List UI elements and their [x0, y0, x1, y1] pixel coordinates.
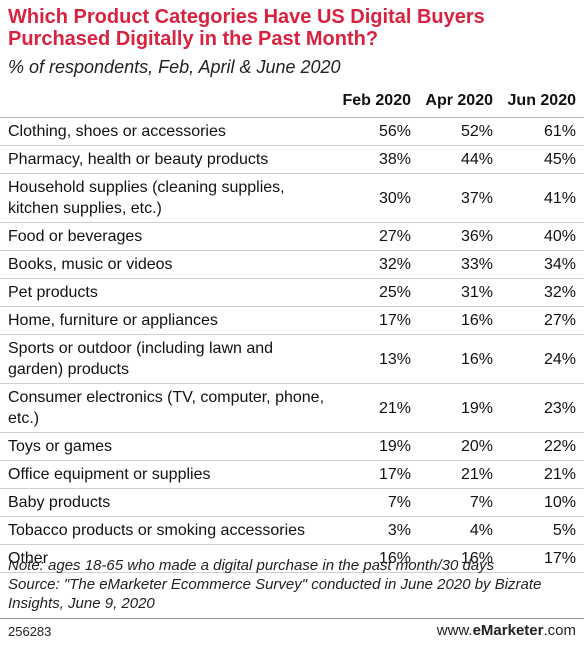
table-row: Toys or games 19% 20% 22%	[0, 432, 584, 461]
note-text: Note: ages 18-65 who made a digital purc…	[8, 557, 495, 574]
row-value-cell: 52%	[418, 117, 501, 146]
source-text: Source: "The eMarketer Ecommerce Survey"…	[8, 576, 542, 612]
table-row: Books, music or videos 32% 33% 34%	[0, 250, 584, 279]
column-header-jun-2020: Jun 2020	[501, 86, 584, 118]
row-value-cell: 38%	[336, 145, 419, 174]
row-category-label: Toys or games	[0, 432, 336, 461]
table-row: Pet products 25% 31% 32%	[0, 278, 584, 307]
row-value-cell: 32%	[501, 278, 584, 307]
row-category-label: Books, music or videos	[0, 250, 336, 279]
row-value-cell: 21%	[501, 460, 584, 489]
row-value-cell: 19%	[336, 432, 419, 461]
row-category-label: Pet products	[0, 278, 336, 307]
row-category-label: Office equipment or supplies	[0, 460, 336, 489]
row-value-cell: 16%	[418, 334, 501, 384]
row-value-cell: 27%	[336, 222, 419, 251]
row-value-cell: 56%	[336, 117, 419, 146]
row-value-cell: 10%	[501, 488, 584, 517]
row-value-cell: 23%	[501, 383, 584, 433]
table-row: Sports or outdoor (including lawn and ga…	[0, 334, 584, 384]
row-category-label: Home, furniture or appliances	[0, 306, 336, 335]
row-value-cell: 44%	[418, 145, 501, 174]
row-value-cell: 7%	[336, 488, 419, 517]
row-value-cell: 33%	[418, 250, 501, 279]
row-category-label: Other	[0, 544, 336, 573]
row-category-label: Food or beverages	[0, 222, 336, 251]
row-value-cell: 27%	[501, 306, 584, 335]
row-category-label: Baby products	[0, 488, 336, 517]
table-row: Food or beverages 27% 36% 40%	[0, 222, 584, 251]
row-value-cell: 31%	[418, 278, 501, 307]
row-value-cell: 13%	[336, 334, 419, 384]
row-value-cell: 37%	[418, 173, 501, 223]
chart-notes: Note: ages 18-65 who made a digital purc…	[8, 556, 578, 613]
row-category-label: Household supplies (cleaning supplies, k…	[0, 173, 336, 223]
table-row: Baby products 7% 7% 10%	[0, 488, 584, 517]
row-category-label: Pharmacy, health or beauty products	[0, 145, 336, 174]
row-value-cell: 17%	[336, 306, 419, 335]
row-value-cell: 22%	[501, 432, 584, 461]
row-value-cell: 24%	[501, 334, 584, 384]
row-value-cell: 16%	[418, 306, 501, 335]
row-value-cell: 20%	[418, 432, 501, 461]
table-row: Consumer electronics (TV, computer, phon…	[0, 383, 584, 433]
table-row: Office equipment or supplies 17% 21% 21%	[0, 460, 584, 489]
row-value-cell: 17%	[336, 460, 419, 489]
row-value-cell: 3%	[336, 516, 419, 545]
column-header-apr-2020: Apr 2020	[418, 86, 501, 118]
row-value-cell: 16%	[336, 544, 419, 573]
row-value-cell: 25%	[336, 278, 419, 307]
brand-link[interactable]: www.eMarketer.com	[437, 622, 576, 639]
row-value-cell: 21%	[336, 383, 419, 433]
row-value-cell: 36%	[418, 222, 501, 251]
row-value-cell: 19%	[418, 383, 501, 433]
row-value-cell: 5%	[501, 516, 584, 545]
brand-suffix: .com	[543, 622, 576, 639]
table-body: Clothing, shoes or accessories 56% 52% 61% P…	[0, 117, 584, 573]
table-row: Other 16% 16% 17%	[0, 544, 584, 573]
row-category-label: Clothing, shoes or accessories	[0, 117, 336, 146]
row-value-cell: 7%	[418, 488, 501, 517]
row-value-cell: 4%	[418, 516, 501, 545]
row-value-cell: 61%	[501, 117, 584, 146]
category-column-header	[0, 86, 336, 118]
row-value-cell: 21%	[418, 460, 501, 489]
row-category-label: Sports or outdoor (including lawn and ga…	[0, 334, 336, 384]
header-row: Feb 2020 Apr 2020 Jun 2020	[0, 86, 584, 118]
row-value-cell: 41%	[501, 173, 584, 223]
footer: 256283 www.eMarketer.com	[0, 618, 584, 645]
table-row: Home, furniture or appliances 17% 16% 27%	[0, 306, 584, 335]
row-value-cell: 17%	[501, 544, 584, 573]
row-value-cell: 32%	[336, 250, 419, 279]
brand-name: eMarketer	[472, 622, 544, 639]
chart-id: 256283	[8, 624, 52, 639]
table-row: Household supplies (cleaning supplies, k…	[0, 173, 584, 223]
row-value-cell: 34%	[501, 250, 584, 279]
row-value-cell: 40%	[501, 222, 584, 251]
table-row: Tobacco products or smoking accessories 3…	[0, 516, 584, 545]
row-category-label: Tobacco products or smoking accessories	[0, 516, 336, 545]
row-value-cell: 45%	[501, 145, 584, 174]
row-value-cell: 30%	[336, 173, 419, 223]
row-value-cell: 16%	[418, 544, 501, 573]
row-category-label: Consumer electronics (TV, computer, phon…	[0, 383, 336, 433]
data-table: Feb 2020 Apr 2020 Jun 2020 Clothing, sho…	[0, 86, 584, 573]
brand-prefix: www.	[436, 622, 473, 639]
chart-title: Which Product Categories Have US Digital…	[8, 6, 485, 50]
chart-subtitle: % of respondents, Feb, April & June 2020	[8, 57, 341, 77]
table-row: Pharmacy, health or beauty products 38% 44…	[0, 145, 584, 174]
table-row: Clothing, shoes or accessories 56% 52% 61%	[0, 117, 584, 146]
column-header-feb-2020: Feb 2020	[336, 86, 419, 118]
